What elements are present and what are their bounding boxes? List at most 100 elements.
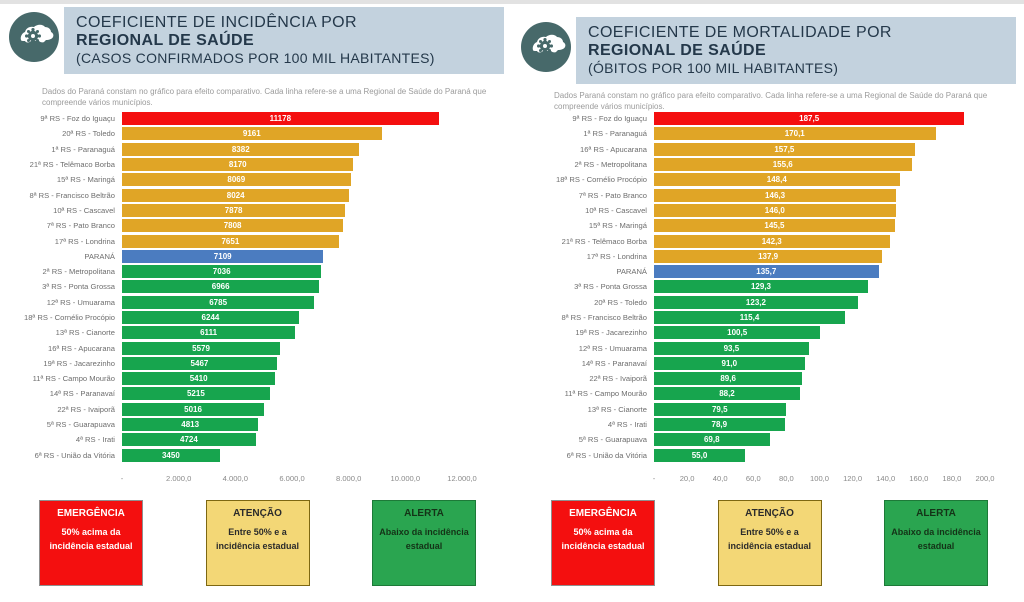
chart-row: 18ª RS - Cornélio Procópio 148,4 xyxy=(518,172,1022,187)
bar: 187,5 xyxy=(654,112,965,126)
plot-area: 7109 xyxy=(122,249,462,263)
category-label: 18ª RS - Cornélio Procópio xyxy=(23,313,115,322)
plot-area: 148,4 xyxy=(654,173,985,187)
category-label: 20ª RS - Toledo xyxy=(594,297,647,307)
incidence-legend: EMERGÊNCIA 50% acima da incidência estadu… xyxy=(39,500,476,586)
plot-area: 6966 xyxy=(122,280,462,294)
axis-tick-label: 20,0 xyxy=(679,474,695,483)
plot-area: 79,5 xyxy=(654,402,985,416)
incidence-title-line2: REGIONAL DE SAÚDE xyxy=(76,32,255,49)
category-label: 19ª RS - Jacarezinho xyxy=(575,328,647,338)
category-label: 16ª RS - Apucarana xyxy=(48,343,115,353)
bar: 6966 xyxy=(122,280,320,294)
chart-row: 21ª RS - Telêmaco Borba 8170 xyxy=(6,157,510,172)
legend-text: Entre 50% e a incidência estadual xyxy=(215,527,300,551)
chart-row: 12ª RS - Umuarama 93,5 xyxy=(518,340,1022,355)
bar: 155,6 xyxy=(654,158,912,172)
chart-row: 2ª RS - Metropolitana 155,6 xyxy=(518,157,1022,172)
category-label: 11ª RS - Campo Mourão xyxy=(32,374,115,384)
bar: 142,3 xyxy=(654,234,890,248)
category-label: 18ª RS - Cornélio Procópio xyxy=(555,175,647,185)
axis-tick-label: 10.000,0 xyxy=(390,474,421,483)
plot-area: 5579 xyxy=(122,341,462,355)
mortality-note: Dados Paraná constam no gráfico para efe… xyxy=(554,91,988,111)
axis-tick-label: 180,0 xyxy=(942,474,962,483)
chart-row: 14ª RS - Paranavaí 91,0 xyxy=(518,356,1022,371)
bar: 7878 xyxy=(122,203,346,217)
chart-row: 14ª RS - Paranavaí 5215 xyxy=(6,386,510,401)
chart-row: 6ª RS - União da Vitória 55,0 xyxy=(518,448,1022,463)
plot-area: 7036 xyxy=(122,265,462,279)
legend-text: Abaixo da incidência estadual xyxy=(891,527,981,551)
chart-row: 7ª RS - Pato Branco 7808 xyxy=(6,218,510,233)
category-label: 10ª RS - Cascavel xyxy=(53,205,115,215)
bar: 8170 xyxy=(122,158,354,172)
plot-area: 5410 xyxy=(122,372,462,386)
bar-value: 7109 xyxy=(213,251,232,261)
category-label: 21ª RS - Telêmaco Borba xyxy=(561,236,647,246)
bar: 8382 xyxy=(122,142,360,156)
category-label: 10ª RS - Cascavel xyxy=(585,205,647,215)
chart-row: 22ª RS - Ivaiporã 89,6 xyxy=(518,371,1022,386)
chart-row: 15ª RS - Maringá 145,5 xyxy=(518,218,1022,233)
legend-title: ATENÇÃO xyxy=(745,508,794,519)
plot-area: 8382 xyxy=(122,142,462,156)
plot-area: 100,5 xyxy=(654,326,985,340)
bar: 4813 xyxy=(122,418,259,432)
bar-value: 6244 xyxy=(201,313,220,322)
plot-area: 91,0 xyxy=(654,356,985,370)
category-label: 8ª RS - Francisco Beltrão xyxy=(29,190,115,200)
bar: 146,3 xyxy=(654,188,897,202)
bar-value: 11178 xyxy=(269,114,292,124)
chart-row: 4ª RS - Irati 78,9 xyxy=(518,417,1022,432)
bar-value: 7651 xyxy=(221,236,240,246)
chart-row: 16ª RS - Apucarana 5579 xyxy=(6,340,510,355)
legend-text: 50% acima da incidência estadual xyxy=(561,527,645,551)
category-label: 6ª RS - União da Vitória xyxy=(566,450,647,460)
bar-value: 55,0 xyxy=(691,450,708,460)
plot-area: 78,9 xyxy=(654,418,985,432)
bar: 135,7 xyxy=(654,265,879,279)
category-label: 22ª RS - Ivaiporã xyxy=(57,404,115,414)
bar-value: 148,4 xyxy=(766,175,787,185)
category-label: PARANÁ xyxy=(84,251,115,261)
bar: 55,0 xyxy=(654,448,746,462)
bar-value: 5579 xyxy=(192,343,210,353)
axis-tick-label: 4.000,0 xyxy=(222,474,248,483)
category-label: 6ª RS - União da Vitória xyxy=(34,450,115,460)
category-label: 7ª RS - Pato Branco xyxy=(46,221,115,231)
chart-row: 9ª RS - Foz do Iguaçu 187,5 xyxy=(518,111,1022,126)
plot-area: 6244 xyxy=(122,311,462,324)
chart-row: 2ª RS - Metropolitana 7036 xyxy=(6,264,510,279)
plot-area: 5467 xyxy=(122,356,462,370)
chart-row: 21ª RS - Telêmaco Borba 142,3 xyxy=(518,233,1022,248)
bar-value: 8382 xyxy=(231,144,250,154)
plot-area: 155,6 xyxy=(654,158,985,172)
bar: 5410 xyxy=(122,372,276,386)
bar-value: 145,5 xyxy=(764,221,785,231)
chart-row: 13ª RS - Cianorte 6111 xyxy=(6,325,510,340)
category-label: 17ª RS - Londrina xyxy=(586,251,647,261)
chart-row: 1ª RS - Paranaguá 170,1 xyxy=(518,126,1022,141)
chart-row: 10ª RS - Cascavel 146,0 xyxy=(518,203,1022,218)
incidence-x-axis: - 2.000,0 4.000,0 6.000,0 8.000,0 10.000,0 12.… xyxy=(121,474,477,488)
bar-value: 6966 xyxy=(211,282,230,292)
chart-row: 4ª RS - Irati 4724 xyxy=(6,432,510,447)
plot-area: 11178 xyxy=(122,112,462,126)
bar: 100,5 xyxy=(654,326,821,340)
bar-value: 89,6 xyxy=(720,374,736,384)
legend-box-red: EMERGÊNCIA 50% acima da incidência estadu… xyxy=(39,500,143,586)
bar-value: 123,2 xyxy=(745,297,766,307)
plot-area: 93,5 xyxy=(654,341,985,355)
category-label: 13ª RS - Cianorte xyxy=(55,328,115,338)
category-label: 20ª RS - Toledo xyxy=(62,129,115,139)
plot-area: 187,5 xyxy=(654,112,985,126)
plot-area: 7878 xyxy=(122,203,462,217)
bar-value: 157,5 xyxy=(774,144,795,154)
plot-area: 5215 xyxy=(122,387,462,401)
bar: 145,5 xyxy=(654,219,895,233)
legend-box-red: EMERGÊNCIA 50% acima da incidência estadu… xyxy=(551,500,655,586)
bar: 7808 xyxy=(122,219,344,233)
bar: 5016 xyxy=(122,402,265,416)
